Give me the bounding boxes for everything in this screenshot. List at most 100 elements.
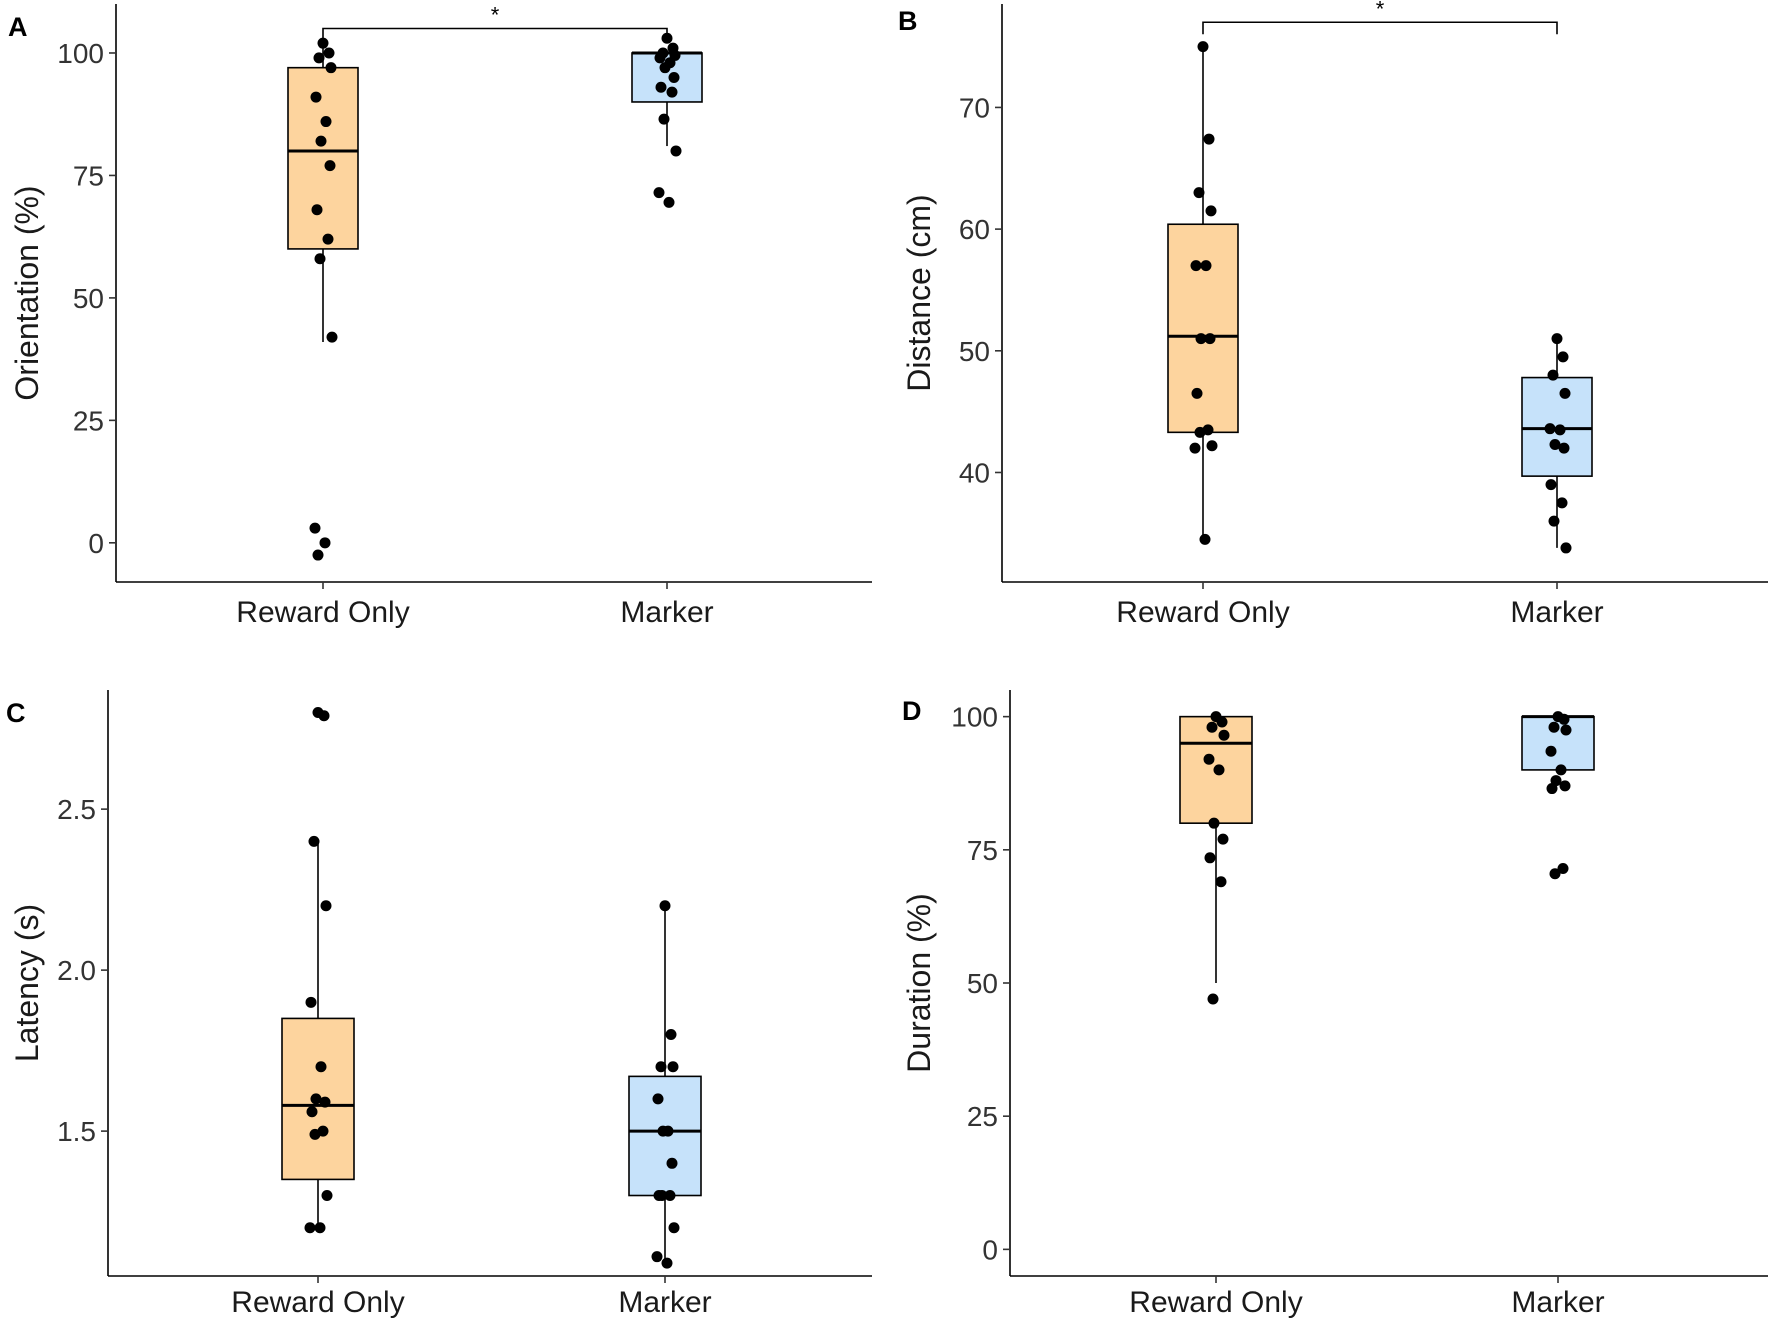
data-point [1215, 876, 1227, 888]
data-point [1213, 764, 1225, 776]
data-point [652, 1093, 664, 1105]
x-category-label: Marker [1510, 596, 1603, 629]
y-tick-label: 50 [959, 336, 990, 367]
data-point [317, 37, 329, 49]
y-tick-label: 0 [88, 528, 104, 559]
data-point [318, 710, 330, 722]
x-category-label: Reward Only [1116, 596, 1289, 629]
data-point [320, 900, 332, 912]
data-point [1197, 41, 1209, 53]
data-point [1560, 542, 1572, 554]
data-point [1207, 993, 1219, 1005]
data-point [1544, 423, 1556, 435]
data-point [319, 1096, 331, 1108]
box [1167, 223, 1239, 434]
x-category-label: Reward Only [1129, 1286, 1302, 1319]
significance-label: * [491, 2, 500, 27]
data-point [666, 1157, 678, 1169]
data-point [666, 86, 678, 98]
data-point [655, 1061, 667, 1073]
data-point [308, 835, 320, 847]
data-point [1208, 817, 1220, 829]
data-point [1190, 260, 1202, 272]
data-point [323, 47, 335, 59]
data-point [309, 522, 321, 534]
y-tick-label: 40 [959, 457, 990, 488]
panel-d: D 0 25 50 75 100 Duration (%) Reward Only Marker [901, 690, 1768, 1319]
x-category-label: Marker [1511, 1286, 1604, 1319]
data-point [659, 62, 671, 74]
data-point [305, 996, 317, 1008]
data-point [657, 1125, 669, 1137]
box [287, 66, 359, 250]
data-point [314, 1222, 326, 1234]
data-point [311, 204, 323, 216]
x-category-label: Reward Only [236, 596, 409, 629]
data-point [1560, 724, 1572, 736]
data-point [1554, 424, 1566, 436]
panel-b: B 40 50 60 70 Distance (cm) Reward Only Marker * [898, 0, 1768, 629]
data-point [658, 113, 670, 125]
data-point [314, 253, 326, 265]
data-point [668, 1222, 680, 1234]
data-point [1558, 442, 1570, 454]
y-tick-label: 75 [73, 160, 104, 191]
data-point [1200, 260, 1212, 272]
y-axis-title: Distance (cm) [901, 194, 937, 391]
y-tick-label: 75 [967, 835, 998, 866]
data-point [310, 91, 322, 103]
data-point [1195, 333, 1207, 345]
data-point [1203, 753, 1215, 765]
data-point [1548, 515, 1560, 527]
y-tick-label: 100 [951, 702, 998, 733]
y-tick-label: 50 [967, 968, 998, 999]
significance-label: * [1376, 0, 1385, 21]
x-category-label: Marker [620, 596, 713, 629]
data-point [322, 233, 334, 245]
data-point [656, 1190, 668, 1202]
panel-letter: C [6, 698, 26, 728]
data-point [313, 52, 325, 64]
data-point [1557, 862, 1569, 874]
y-tick-label: 70 [959, 92, 990, 123]
significance-bracket [322, 27, 668, 41]
y-tick-label: 50 [73, 283, 104, 314]
data-point [670, 145, 682, 157]
panel-letter: B [898, 6, 918, 36]
data-point [1218, 729, 1230, 741]
data-point [315, 1061, 327, 1073]
y-tick-label: 100 [57, 38, 104, 69]
data-point [1204, 333, 1216, 345]
data-point [1557, 351, 1569, 363]
data-point [1205, 205, 1217, 217]
x-category-label: Reward Only [231, 1286, 404, 1319]
data-point [1206, 721, 1218, 733]
data-point [1191, 387, 1203, 399]
data-point [321, 1190, 333, 1202]
data-point [665, 1029, 677, 1041]
data-point [1545, 745, 1557, 757]
data-point [1556, 497, 1568, 509]
data-point [320, 116, 332, 128]
y-tick-label: 1.5 [57, 1116, 96, 1147]
data-point [325, 62, 337, 74]
data-point [655, 81, 667, 93]
data-point [1551, 333, 1563, 345]
data-point [309, 1128, 321, 1140]
data-point [312, 549, 324, 561]
y-tick-label: 2.5 [57, 794, 96, 825]
data-point [319, 537, 331, 549]
data-point [1204, 852, 1216, 864]
data-point [1206, 440, 1218, 452]
y-tick-label: 2.0 [57, 955, 96, 986]
panel-a: A 0 25 50 75 100 Orientation (%) Reward Only Mar… [8, 2, 872, 629]
data-point [1549, 438, 1561, 450]
data-point [664, 1190, 676, 1202]
data-point [661, 1257, 673, 1269]
y-tick-label: 25 [967, 1101, 998, 1132]
data-point [1203, 133, 1215, 145]
data-point [315, 135, 327, 147]
data-point [1546, 783, 1558, 795]
